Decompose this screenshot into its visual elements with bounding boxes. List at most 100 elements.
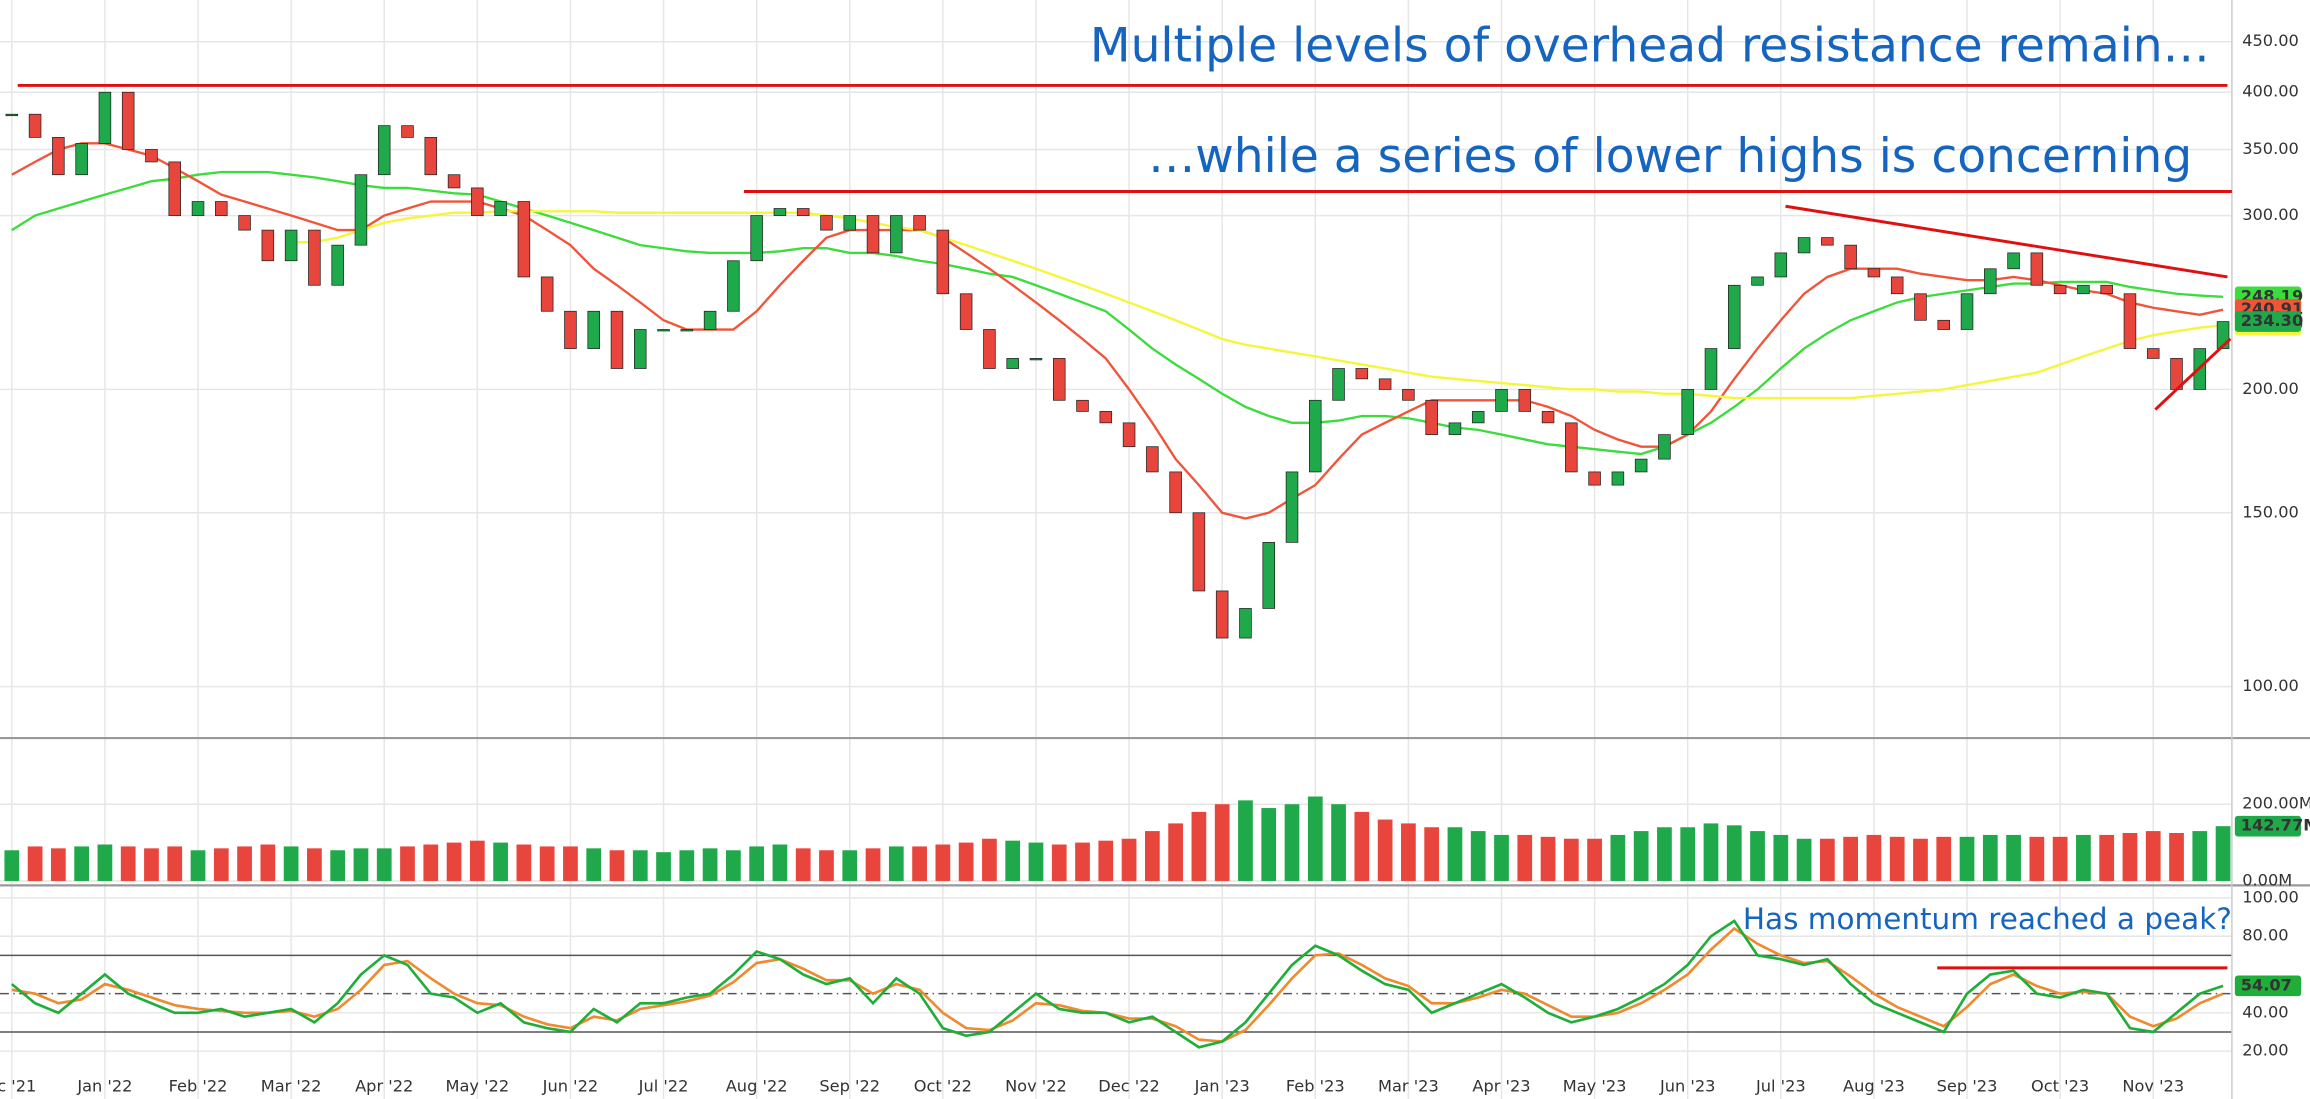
candle (284, 229, 298, 262)
volume-bar (888, 846, 904, 881)
volume-bar (1819, 838, 1835, 881)
candle (820, 215, 833, 231)
volume-bar (935, 844, 951, 881)
volume-bar (1470, 831, 1486, 881)
y-tick-label: 450.00 (2242, 31, 2299, 50)
volume-bar (1098, 840, 1114, 881)
volume-bar (912, 846, 927, 881)
volume-bar (795, 848, 811, 881)
candle (215, 201, 228, 216)
volume-bar (400, 846, 415, 881)
candle (1588, 471, 1601, 486)
candle (634, 329, 647, 369)
volume-bar (167, 846, 183, 881)
candle (2030, 252, 2044, 286)
volume-bar (1563, 838, 1579, 881)
volume-bar (1424, 827, 1440, 881)
annotation: …while a series of lower highs is concer… (1148, 129, 2192, 184)
volume-bar (120, 846, 136, 881)
annotation: Has momentum reached a peak? (1743, 902, 2232, 936)
volume-bar (1773, 834, 1789, 881)
candle (1052, 358, 1066, 401)
volume-bar (423, 844, 439, 881)
volume-bar (865, 848, 881, 881)
x-tick-label: Jul '23 (1755, 1077, 1806, 1096)
volume-bar (27, 846, 43, 881)
volume-bar (2169, 832, 2184, 881)
candle (1890, 276, 1904, 295)
volume-bar (1307, 796, 1323, 881)
x-tick-label: Jun '23 (1659, 1077, 1716, 1096)
volume-bar (446, 842, 462, 881)
x-tick-label: Nov '22 (1005, 1077, 1067, 1096)
volume-bar (353, 848, 369, 881)
x-tick-label: Sep '22 (819, 1077, 880, 1096)
candle (1844, 244, 1857, 270)
volume-bar (1959, 836, 1975, 881)
volume-bar (632, 850, 648, 881)
candle (1867, 268, 1881, 278)
candle (1565, 422, 1578, 473)
volume-bar (1168, 823, 1183, 881)
volume-bar (609, 850, 625, 881)
candle (796, 208, 810, 216)
volume-bar (1005, 840, 1021, 881)
volume-bar (2192, 831, 2208, 881)
price-tag-label: 234.30 (2241, 311, 2303, 330)
candle (1122, 422, 1136, 448)
y-tick-label: 0.00M (2242, 870, 2292, 889)
x-tick-label: Jul '22 (638, 1077, 689, 1096)
x-tick-label: Oct '23 (2031, 1077, 2089, 1096)
volume-bar (1331, 804, 1346, 881)
candle (447, 174, 461, 189)
candle (2216, 321, 2230, 349)
volume-bar (726, 850, 741, 881)
candle (471, 187, 484, 216)
volume-bar (307, 848, 322, 881)
volume-bar (144, 848, 159, 881)
trend-line (2154, 337, 2232, 411)
volume-bar (2052, 836, 2068, 881)
candle (1704, 348, 1718, 390)
candle (1239, 608, 1252, 639)
candle (238, 215, 251, 231)
volume-bar (1726, 825, 1742, 881)
candle (1937, 319, 1951, 330)
volume-bar (2006, 834, 2021, 881)
candle (1169, 471, 1182, 514)
y-tick-label: 350.00 (2242, 139, 2299, 158)
price-tag-label: 142.77M (2241, 816, 2310, 835)
price-tags: 100.00 150.00 200.00 300.00 350.00 400.00 450.… (0, 31, 2310, 1095)
x-tick-label: Feb '22 (169, 1077, 228, 1096)
candle (983, 329, 996, 369)
volume-bar (1680, 827, 1696, 881)
candle (2053, 284, 2067, 295)
candle (866, 215, 880, 254)
x-tick-label: Jun '22 (542, 1077, 599, 1096)
volume-bar (679, 850, 695, 881)
x-tick-label: Dec '22 (1098, 1077, 1160, 1096)
candle (121, 91, 135, 150)
volume-bar (469, 840, 485, 881)
candle (1984, 268, 1997, 295)
volume-bar (493, 842, 508, 881)
candle (98, 91, 112, 144)
volume-bar (4, 850, 20, 881)
x-tick-label: Mar '23 (1378, 1077, 1439, 1096)
candle (1006, 358, 1019, 369)
candle (1285, 471, 1299, 543)
candle (261, 229, 275, 262)
candle (1355, 368, 1369, 380)
volume-bar (772, 844, 788, 881)
y-tick-label: 100.00 (2242, 887, 2299, 906)
candle (750, 215, 763, 262)
candle (959, 293, 973, 330)
volume-bar (1121, 838, 1137, 881)
candle (1541, 411, 1555, 424)
candle (587, 310, 600, 349)
volume-bar (1238, 800, 1253, 881)
candle (1681, 389, 1694, 435)
volume-bar (1144, 831, 1160, 881)
candle (1821, 237, 1834, 246)
